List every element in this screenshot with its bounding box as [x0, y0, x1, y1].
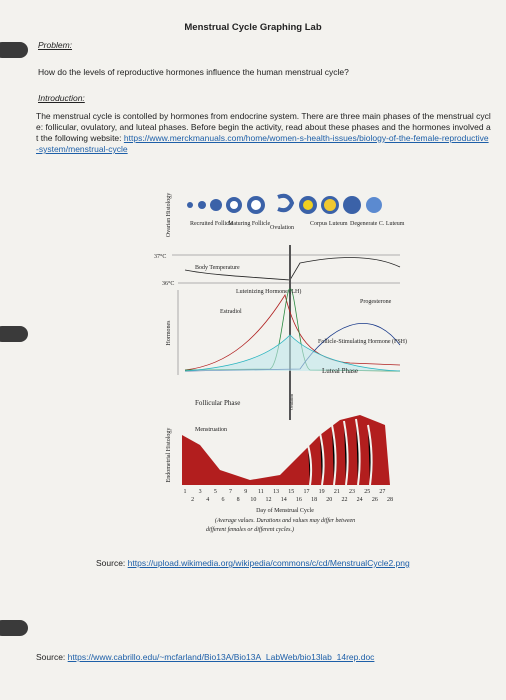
day-label: 23	[349, 489, 355, 495]
stage-label: Degenerate C. Luteum	[350, 221, 405, 227]
note: different females or different cycles.)	[206, 526, 294, 533]
day-label: 6	[221, 497, 224, 503]
day-label: 13	[273, 489, 279, 495]
source2: Source: https://www.cabrillo.edu/~mcfarl…	[36, 652, 374, 663]
day-label: 28	[387, 497, 393, 503]
temp-label: Body Temperature	[195, 265, 240, 271]
temp-low: 36°C	[162, 280, 174, 287]
day-label: 19	[319, 489, 325, 495]
stage-label: Ovulation	[270, 225, 294, 231]
day-label: 22	[341, 497, 347, 503]
endometrium-glands	[307, 418, 373, 486]
binder-hole	[0, 620, 28, 636]
source-label: Source:	[36, 652, 66, 662]
menstruation-label: Menstruation	[195, 427, 227, 433]
x-axis-label: Day of Menstrual Cycle	[256, 507, 314, 514]
stage-label: Corpus Luteum	[310, 221, 348, 227]
problem-heading: Problem:	[38, 40, 73, 50]
day-label: 18	[311, 497, 317, 503]
day-label: 25	[364, 489, 370, 495]
day-label: 8	[237, 497, 240, 503]
day-label: 11	[258, 489, 264, 495]
stage-label: Recruited Follicle	[190, 221, 233, 227]
intro-heading: Introduction:	[38, 93, 85, 103]
follicle-icons	[187, 193, 382, 214]
source-label: Source:	[96, 558, 126, 568]
day-label: 7	[229, 489, 232, 495]
stage-label: Maturing Follicle	[228, 221, 270, 227]
day-label: 24	[357, 497, 363, 503]
menstrual-cycle-figure: Ovarian Histology Recruited Follicle Mat…	[154, 193, 407, 533]
day-label: 26	[372, 497, 378, 503]
estradiol-label: Estradiol	[220, 309, 242, 315]
fsh-label: Follicle-Stimulating Hormone (FSH)	[318, 338, 407, 345]
day-label: 27	[379, 489, 385, 495]
endometrial-label: Endometrial Histology	[166, 428, 172, 483]
progesterone-label: Progesterone	[360, 299, 392, 305]
endometrium	[182, 415, 390, 485]
lh-label: Luteinizing Hormone (LH)	[236, 288, 301, 295]
day-label: 3	[199, 489, 202, 495]
day-label: 4	[206, 497, 209, 503]
day-label: 9	[244, 489, 247, 495]
source-link[interactable]: https://upload.wikimedia.org/wikipedia/c…	[127, 558, 410, 568]
intro-text: The menstrual cycle is contolled by horm…	[36, 111, 491, 155]
day-label: 10	[250, 497, 256, 503]
luteal-label: Luteal Phase	[322, 367, 358, 375]
day-label: 1	[184, 489, 187, 495]
source-link[interactable]: https://www.cabrillo.edu/~mcfarland/Bio1…	[67, 652, 375, 662]
day-label: 15	[288, 489, 294, 495]
day-axis: 1 3 5 7 9 11 13 15 17 19 21 23 25 272 4 6 8 10 12 14 16 18 20 2…	[184, 489, 394, 503]
day-label: 17	[303, 489, 309, 495]
ovarian-label: Ovarian Histology	[166, 193, 172, 238]
day-label: 5	[214, 489, 217, 495]
follicular-label: Follicular Phase	[195, 399, 240, 407]
title: Menstrual Cycle Graphing Lab	[184, 22, 322, 33]
day-label: 20	[326, 497, 332, 503]
hormones-label: Hormones	[166, 320, 172, 346]
binder-hole	[0, 326, 28, 342]
binder-hole	[0, 42, 28, 58]
source1: Source: https://upload.wikimedia.org/wik…	[96, 558, 410, 569]
intro-body: The menstrual cycle is contolled by horm…	[36, 111, 491, 143]
day-label: 16	[296, 497, 302, 503]
diagram-lines	[172, 245, 401, 420]
temp-high: 37°C	[154, 253, 166, 260]
problem-question: How do the levels of reproductive hormon…	[38, 67, 349, 77]
note: (Average values. Durations and values ma…	[215, 517, 355, 524]
day-label: 21	[334, 489, 340, 495]
day-label: 14	[281, 497, 287, 503]
ovulation-label: Ovulation	[289, 394, 294, 410]
intro-link[interactable]: https://www.merckmanuals.com/home/women-…	[36, 133, 489, 154]
day-label: 2	[191, 497, 194, 503]
day-label: 12	[266, 497, 272, 503]
